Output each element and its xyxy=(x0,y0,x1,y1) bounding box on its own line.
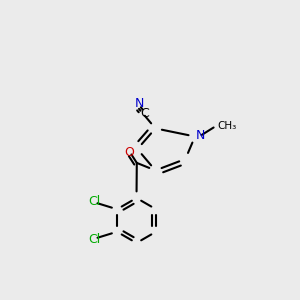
Text: N: N xyxy=(134,97,144,110)
Text: O: O xyxy=(124,146,134,159)
Text: Cl: Cl xyxy=(88,195,100,208)
Text: C: C xyxy=(140,107,149,120)
Text: N: N xyxy=(196,128,205,142)
Text: Cl: Cl xyxy=(88,233,100,246)
Text: CH₃: CH₃ xyxy=(217,121,236,131)
